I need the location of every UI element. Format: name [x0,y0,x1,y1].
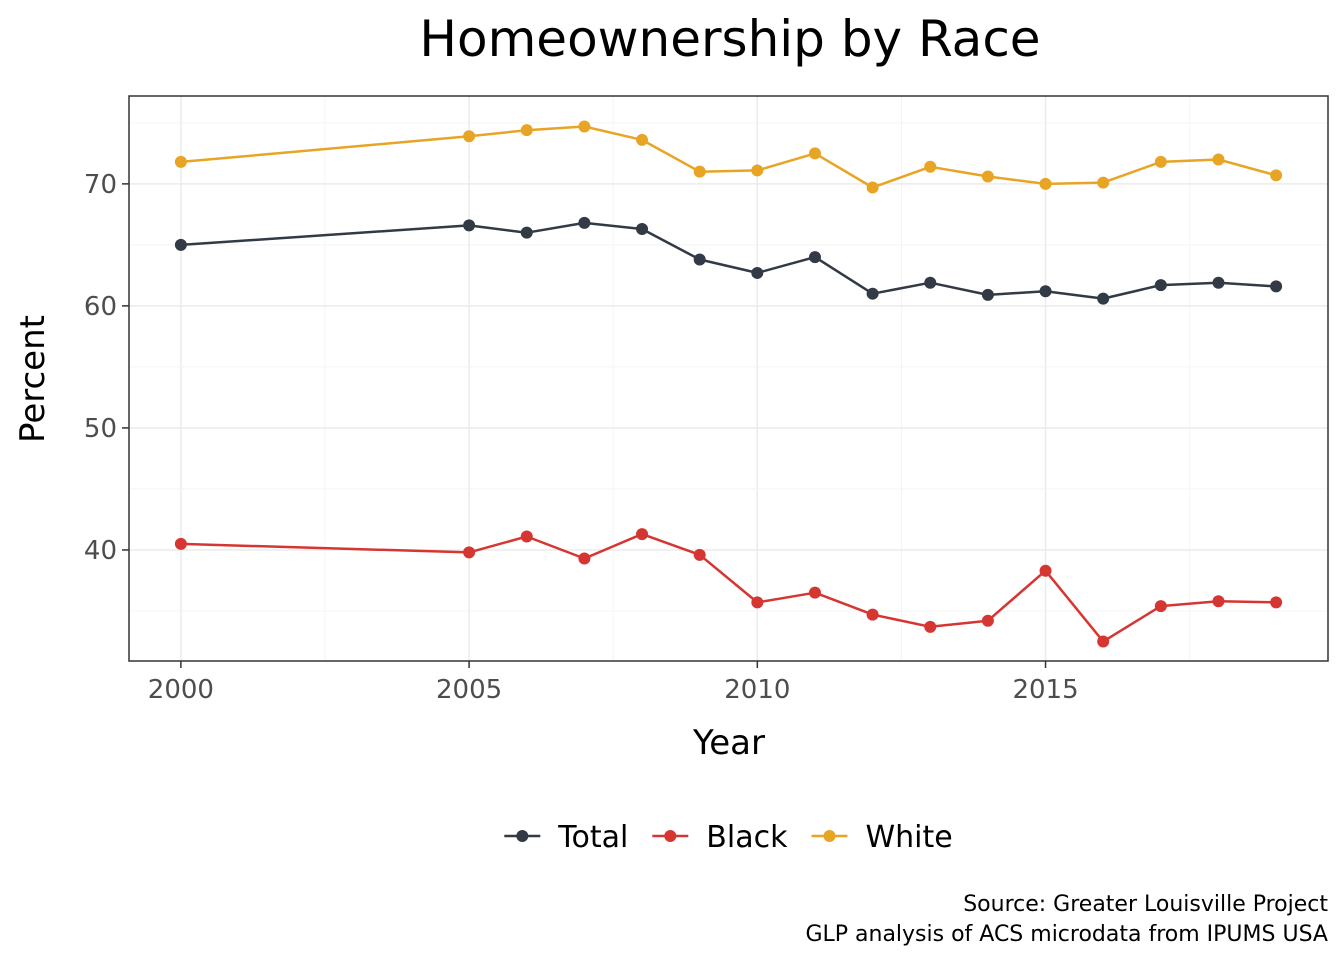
data-point-white [924,160,937,173]
caption-line-source: Source: Greater Louisville Project [963,892,1328,917]
data-point-total [693,253,706,266]
data-point-total [520,226,533,239]
data-point-total [808,251,821,264]
chart-title: Homeownership by Race [419,10,1040,68]
data-point-total [1097,292,1110,305]
legend-label: Total [557,820,628,855]
data-point-black [463,546,476,559]
data-point-black [1097,635,1110,648]
data-point-black [1154,600,1167,613]
data-point-white [1039,177,1052,190]
data-point-black [1212,595,1225,608]
caption-line-analysis: GLP analysis of ACS microdata from IPUMS… [805,922,1328,947]
legend-key-point [823,830,836,842]
x-tick-label: 2005 [436,675,502,705]
data-point-black [1270,596,1283,609]
x-tick-label: 2000 [148,675,214,705]
data-point-black [520,530,533,543]
legend-key-point [516,830,529,842]
data-point-white [1270,169,1283,182]
data-point-total [1154,279,1167,292]
x-axis-ticks: 2000 2005 2010 2015 [148,661,1079,705]
y-tick-label: 60 [84,292,117,322]
y-tick-label: 50 [84,414,117,444]
data-point-total [924,276,937,289]
data-point-white [808,147,821,160]
series-line-white [180,125,1277,189]
series-line-black [180,532,1277,643]
x-axis-title: Year [692,723,765,763]
data-point-total [636,223,649,236]
data-point-black [808,586,821,599]
data-point-black [751,596,764,609]
data-point-white [981,170,994,183]
plot-series [174,120,1283,648]
y-tick-label: 40 [84,536,117,566]
data-point-black [1039,564,1052,577]
data-point-white [578,120,591,133]
x-tick-label: 2010 [724,675,790,705]
data-point-total [578,216,591,229]
data-point-black [693,548,706,561]
data-point-total [1270,280,1283,293]
legend: Total Black White [504,820,953,855]
data-point-total [866,287,879,300]
legend-label: White [866,820,953,855]
plot-panel [128,95,1329,662]
data-point-black [981,614,994,627]
x-tick-label: 2015 [1012,675,1078,705]
data-point-black [924,620,937,633]
data-point-total [174,238,187,251]
legend-label: Black [706,820,788,855]
legend-item-black: Black [652,820,788,855]
y-tick-label: 70 [84,170,117,200]
y-axis-ticks: 40 50 60 70 [84,170,129,566]
data-point-black [636,528,649,541]
data-point-white [1154,155,1167,168]
data-point-white [866,181,879,194]
data-point-black [174,537,187,550]
data-point-white [1097,176,1110,189]
legend-item-white: White [811,820,953,855]
data-point-white [693,165,706,178]
data-point-total [981,288,994,301]
data-point-white [636,133,649,146]
data-point-white [751,164,764,177]
data-point-black [866,608,879,621]
data-point-white [1212,153,1225,166]
y-axis-title: Percent [13,315,53,443]
data-point-total [463,219,476,232]
data-point-total [751,266,764,279]
plot-grid [129,96,1328,661]
data-point-white [463,130,476,143]
series-line-total [180,221,1277,300]
legend-item-total: Total [504,820,628,855]
data-point-black [578,552,591,565]
data-point-white [520,124,533,137]
data-point-white [174,155,187,168]
caption: Source: Greater Louisville Project GLP a… [805,892,1328,947]
data-point-total [1039,285,1052,298]
data-point-total [1212,276,1225,289]
legend-key-point [664,830,677,842]
